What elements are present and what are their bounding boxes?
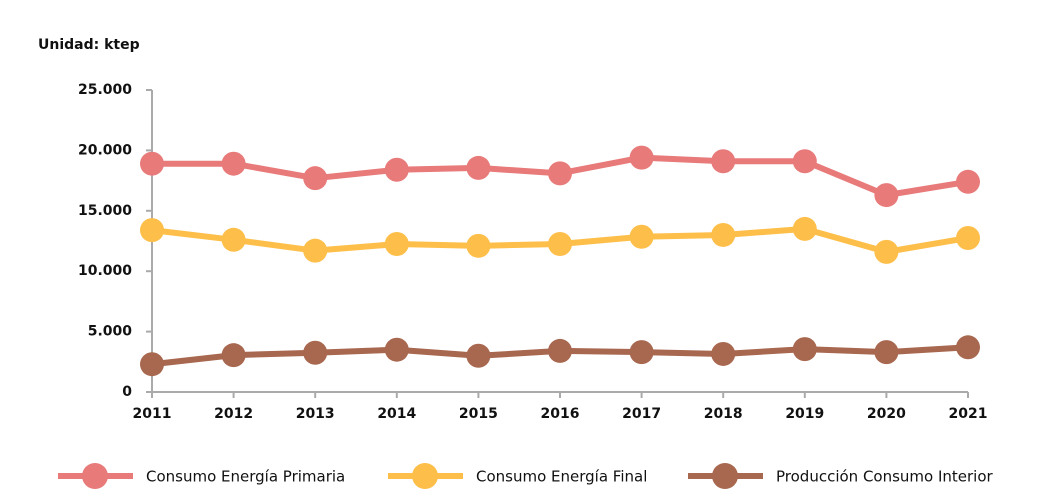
data-point — [140, 151, 164, 176]
data-point — [956, 225, 980, 250]
x-tick-label: 2018 — [704, 406, 743, 422]
legend-label: Consumo Energía Primaria — [146, 468, 345, 486]
data-point — [956, 335, 980, 360]
y-tick-label: 0 — [122, 384, 132, 400]
data-point — [629, 340, 654, 365]
data-point — [384, 337, 409, 362]
y-tick-label: 10.000 — [78, 263, 132, 279]
data-point — [874, 340, 899, 365]
legend-marker — [412, 463, 438, 489]
data-point — [711, 222, 736, 247]
x-tick-label: 2015 — [459, 406, 498, 422]
x-tick-label: 2013 — [296, 406, 335, 422]
y-tick-label: 5.000 — [88, 324, 133, 340]
data-point — [140, 218, 164, 243]
data-point — [466, 343, 491, 368]
x-tick-label: 2021 — [949, 406, 988, 422]
data-point — [221, 227, 246, 252]
data-point — [629, 145, 654, 170]
data-point — [874, 183, 899, 208]
y-tick-label: 15.000 — [78, 203, 132, 219]
data-point — [792, 337, 817, 362]
data-point — [956, 169, 980, 194]
data-point — [221, 343, 246, 368]
data-point — [303, 340, 328, 365]
data-point — [140, 352, 164, 377]
x-tick-label: 2016 — [541, 406, 580, 422]
x-tick-label: 2014 — [377, 406, 416, 422]
y-tick-label: 20.000 — [78, 142, 132, 158]
data-point — [303, 166, 328, 191]
data-point — [711, 149, 736, 174]
chart-title: Unidad: ktep — [38, 37, 140, 53]
x-tick-label: 2012 — [214, 406, 253, 422]
data-point — [384, 157, 409, 182]
data-point — [792, 216, 817, 241]
data-point — [548, 338, 572, 363]
data-point — [792, 149, 817, 174]
data-point — [466, 155, 491, 180]
data-point — [221, 151, 246, 176]
x-tick-label: 2017 — [622, 406, 661, 422]
data-point — [629, 224, 654, 249]
data-point — [384, 232, 409, 257]
data-point — [874, 239, 899, 264]
x-tick-label: 2019 — [785, 406, 824, 422]
data-point — [548, 161, 572, 186]
data-point — [466, 233, 491, 258]
legend-label: Producción Consumo Interior — [776, 468, 994, 486]
data-point — [711, 341, 736, 366]
y-tick-label: 25.000 — [78, 82, 132, 98]
legend-marker — [712, 463, 738, 489]
legend-label: Consumo Energía Final — [476, 468, 647, 486]
x-tick-label: 2020 — [867, 406, 906, 422]
data-point — [303, 238, 328, 263]
x-tick-label: 2011 — [133, 406, 172, 422]
data-point — [548, 232, 572, 257]
legend-marker — [82, 463, 108, 489]
